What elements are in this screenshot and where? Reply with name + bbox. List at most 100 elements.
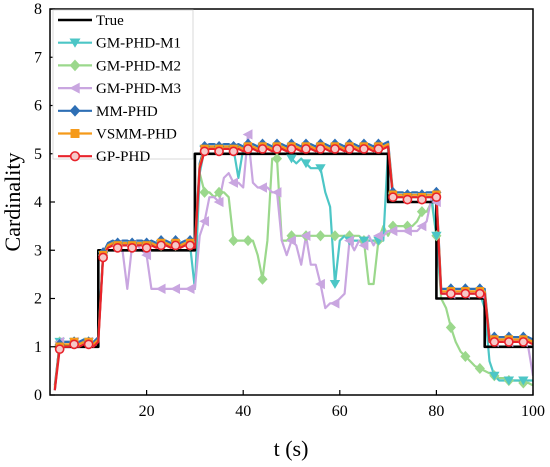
data-point-gp-phd bbox=[83, 339, 94, 350]
data-point-gp-phd bbox=[504, 337, 514, 347]
series-layer bbox=[53, 133, 533, 391]
series-line-true bbox=[54, 152, 533, 349]
data-point-gp-phd bbox=[518, 337, 529, 347]
data-point-gm-phd-m3 bbox=[416, 220, 427, 232]
data-point-gp-phd bbox=[257, 144, 268, 154]
data-point-gp-phd bbox=[359, 144, 369, 154]
data-point-gp-phd bbox=[112, 242, 123, 253]
y-axis-title: Cardinality bbox=[0, 153, 25, 252]
data-point-gm-phd-m3 bbox=[155, 283, 166, 295]
axis-ticks: 0 1 2 3 4 5 6 7 8 20 40 60 80 100 bbox=[34, 1, 545, 420]
data-point-gp-phd bbox=[141, 242, 152, 253]
legend-entry-label: MM-PHD bbox=[96, 104, 158, 120]
data-point-gp-phd bbox=[170, 240, 181, 251]
data-point-gm-phd-m2 bbox=[474, 362, 485, 375]
data-point-gm-phd-m1 bbox=[503, 376, 515, 386]
data-point-gm-phd-m2 bbox=[460, 350, 471, 362]
data-point-gm-phd-m1 bbox=[358, 236, 370, 246]
data-point-gm-phd-m2 bbox=[315, 230, 326, 242]
data-point-gm-phd-m3 bbox=[213, 196, 224, 208]
data-point-gp-phd bbox=[388, 192, 398, 203]
marker-layer bbox=[54, 129, 529, 389]
data-point-gm-phd-m2 bbox=[214, 186, 225, 198]
data-point-gp-phd bbox=[315, 144, 326, 154]
data-point-gm-phd-m3 bbox=[184, 283, 195, 295]
data-point-gp-phd bbox=[69, 339, 79, 350]
data-point-gm-phd-m3 bbox=[170, 283, 181, 295]
data-point-gp-phd bbox=[330, 144, 340, 154]
data-point-gp-phd bbox=[127, 242, 137, 253]
data-point-gm-phd-m2 bbox=[228, 235, 239, 247]
data-point-gp-phd bbox=[54, 344, 65, 355]
data-point-gm-phd-m3 bbox=[286, 235, 296, 246]
legend-entry-label: GM-PHD-M2 bbox=[96, 58, 181, 74]
data-point-gp-phd bbox=[344, 144, 355, 154]
data-point-gm-phd-m1 bbox=[315, 164, 326, 174]
data-point-gp-phd bbox=[489, 337, 500, 347]
data-point-gm-phd-m3 bbox=[141, 249, 152, 261]
legend-entry-label: GM-PHD-M3 bbox=[96, 81, 181, 97]
y-tick-label: 2 bbox=[34, 291, 42, 308]
data-point-gm-phd-m1 bbox=[518, 376, 529, 386]
y-tick-label: 0 bbox=[34, 387, 42, 404]
x-tick-label: 20 bbox=[139, 403, 155, 420]
data-point-gm-phd-m2 bbox=[445, 321, 456, 333]
data-point-gp-phd bbox=[301, 144, 311, 154]
data-point-gp-phd bbox=[402, 194, 413, 205]
data-point-gm-phd-m1 bbox=[286, 154, 297, 164]
data-point-gp-phd bbox=[243, 144, 253, 154]
y-tick-label: 4 bbox=[34, 194, 42, 211]
legend-marker bbox=[70, 129, 80, 138]
series-line-mm-phd bbox=[53, 140, 533, 386]
data-point-gm-phd-m3 bbox=[329, 298, 340, 309]
data-point-gm-phd-m3 bbox=[228, 177, 238, 188]
series-line-gm-phd-m1 bbox=[53, 147, 533, 391]
data-point-gm-phd-m3 bbox=[358, 240, 369, 251]
x-tick-label: 60 bbox=[332, 403, 348, 420]
data-point-gm-phd-m2 bbox=[329, 230, 341, 242]
data-point-gp-phd bbox=[286, 144, 297, 154]
data-point-gm-phd-m1 bbox=[431, 231, 442, 241]
legend-marker bbox=[69, 59, 81, 72]
data-point-gm-phd-m3 bbox=[373, 230, 383, 241]
y-tick-label: 1 bbox=[34, 339, 42, 356]
y-tick-label: 3 bbox=[34, 242, 42, 259]
legend-marker bbox=[69, 104, 81, 117]
y-tick-label: 7 bbox=[34, 49, 42, 66]
data-point-gm-phd-m3 bbox=[315, 278, 325, 290]
data-point-gm-phd-m3 bbox=[242, 129, 253, 140]
y-tick-label: 5 bbox=[34, 146, 42, 163]
data-point-gm-phd-m2 bbox=[257, 273, 268, 285]
data-point-gp-phd bbox=[98, 252, 108, 263]
data-point-gp-phd bbox=[228, 146, 239, 157]
x-tick-label: 80 bbox=[428, 403, 444, 420]
data-point-gm-phd-m1 bbox=[300, 159, 312, 169]
data-point-gp-phd bbox=[475, 288, 485, 299]
legend-marker bbox=[69, 82, 80, 94]
y-tick-label: 6 bbox=[34, 98, 42, 115]
data-point-gm-phd-m3 bbox=[271, 187, 282, 198]
data-point-gm-phd-m3 bbox=[199, 216, 210, 227]
data-point-gm-phd-m2 bbox=[242, 235, 254, 247]
data-point-gp-phd bbox=[431, 192, 442, 203]
data-point-gp-phd bbox=[417, 194, 427, 205]
data-point-gm-phd-m2 bbox=[271, 153, 283, 165]
legend-entry-label: VSMM-PHD bbox=[96, 127, 177, 143]
data-point-gp-phd bbox=[272, 144, 282, 154]
legend-entry-label: True bbox=[96, 13, 124, 29]
legend: True GM-PHD-M1 GM-PHD-M2 GM-PHD-M3 MM-PHD VSM… bbox=[52, 9, 194, 165]
data-point-gm-phd-m1 bbox=[489, 371, 500, 381]
data-point-gp-phd bbox=[373, 144, 384, 154]
data-point-gm-phd-m3 bbox=[300, 230, 311, 241]
data-point-gp-phd bbox=[446, 288, 456, 299]
data-point-gm-phd-m3 bbox=[402, 225, 412, 237]
legend-marker bbox=[69, 151, 81, 162]
x-axis-title: t (s) bbox=[274, 436, 309, 461]
data-point-gp-phd bbox=[199, 146, 210, 157]
legend-entry-label: GM-PHD-M1 bbox=[96, 36, 181, 52]
data-point-gm-phd-m3 bbox=[257, 182, 267, 193]
data-point-gp-phd bbox=[214, 146, 224, 157]
x-tick-label: 100 bbox=[521, 403, 545, 420]
data-point-gm-phd-m3 bbox=[344, 235, 354, 246]
